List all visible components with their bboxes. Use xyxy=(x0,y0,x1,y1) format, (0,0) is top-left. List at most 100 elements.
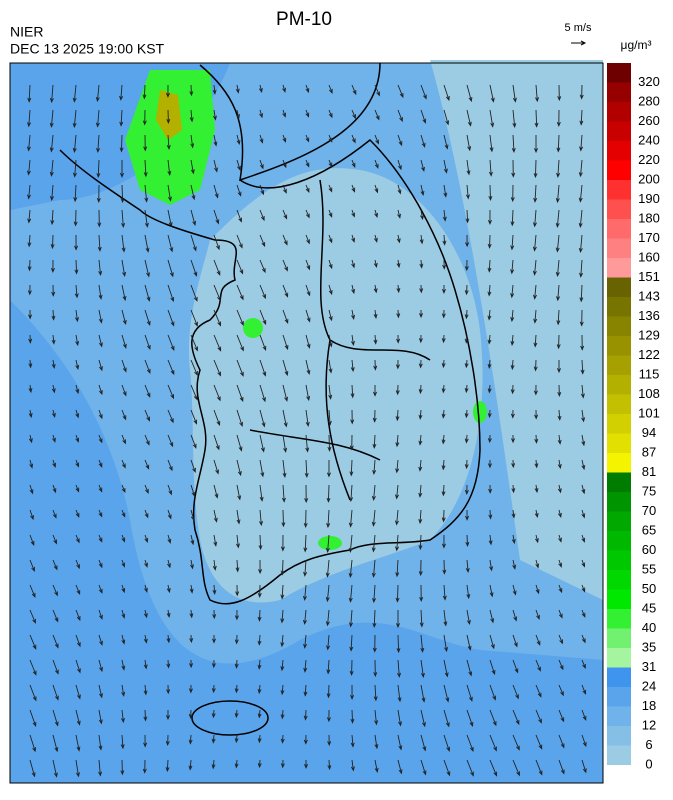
wind-arrow xyxy=(98,659,103,673)
wind-arrow xyxy=(28,434,33,444)
wind-arrow xyxy=(121,584,126,594)
wind-arrow xyxy=(121,409,127,421)
wind-arrow xyxy=(259,359,267,377)
wind-arrow xyxy=(29,534,35,547)
wind-arrow xyxy=(121,534,126,543)
wind-arrow xyxy=(581,734,587,748)
wind-arrow xyxy=(557,384,562,398)
wind-arrow xyxy=(236,384,244,403)
wind-arrow xyxy=(119,84,124,101)
wind-arrow xyxy=(511,434,515,444)
wind-arrow xyxy=(52,584,58,597)
wind-arrow xyxy=(466,609,471,626)
wind-arrow xyxy=(121,509,126,518)
map xyxy=(9,60,604,784)
wind-arrow xyxy=(326,634,331,651)
wind-scale-label: 5 m/s xyxy=(565,22,592,34)
wind-arrow xyxy=(351,209,356,218)
wind-arrow xyxy=(167,259,174,278)
wind-arrow xyxy=(327,434,332,452)
colorbar-label: 40 xyxy=(642,620,656,635)
wind-arrow xyxy=(52,759,58,778)
wind-arrow xyxy=(259,284,266,300)
wind-arrow xyxy=(97,209,102,228)
wind-arrow xyxy=(532,259,537,276)
wind-arrow xyxy=(167,209,173,228)
wind-arrow xyxy=(349,634,354,652)
colorbar-segment xyxy=(607,550,631,570)
colorbar-label: 18 xyxy=(642,698,656,713)
wind-arrow xyxy=(236,509,241,525)
wind-arrow xyxy=(236,484,242,501)
wind-arrow xyxy=(98,459,103,468)
colorbar-segment xyxy=(607,648,631,668)
wind-arrow xyxy=(143,134,148,152)
wind-arrow xyxy=(166,134,171,151)
wind-arrow xyxy=(419,309,423,319)
wind-arrow xyxy=(371,559,376,578)
wind-arrow xyxy=(29,509,34,521)
colorbar-label: 143 xyxy=(638,288,660,303)
colorbar-label: 24 xyxy=(642,678,656,693)
wind-arrow xyxy=(328,234,333,244)
wind-arrow xyxy=(328,384,333,400)
colorbar-label: 151 xyxy=(638,269,660,284)
wind-arrow xyxy=(144,259,150,278)
wind-arrow xyxy=(579,109,584,126)
wind-arrow xyxy=(75,634,81,648)
wind-arrow xyxy=(52,709,59,727)
wind-arrow xyxy=(534,109,539,128)
wind-arrow xyxy=(213,359,221,377)
wind-arrow xyxy=(510,334,515,347)
wind-arrow xyxy=(235,559,240,573)
wind-arrow xyxy=(259,334,267,351)
wind-arrow xyxy=(535,659,541,672)
wind-arrow xyxy=(143,609,148,619)
wind-arrow xyxy=(558,759,565,775)
wind-arrow xyxy=(489,134,494,153)
wind-arrow xyxy=(98,759,103,777)
wind-arrow xyxy=(418,459,423,472)
colorbar-segment xyxy=(607,141,631,161)
wind-arrow xyxy=(211,734,216,744)
wind-arrow xyxy=(396,634,401,654)
wind-arrow xyxy=(420,109,427,124)
wind-arrow xyxy=(121,334,127,349)
wind-arrow xyxy=(190,409,198,425)
wind-arrow xyxy=(75,409,80,419)
wind-arrow xyxy=(74,284,79,299)
wind-arrow xyxy=(211,709,216,719)
wind-arrow xyxy=(534,509,539,519)
wind-arrow xyxy=(305,359,311,376)
wind-arrow xyxy=(397,734,403,751)
wind-arrow xyxy=(326,459,331,478)
wind-arrow xyxy=(581,459,586,471)
colorbar-label: 129 xyxy=(638,327,660,342)
wind-arrow xyxy=(280,759,285,769)
wind-arrow xyxy=(420,84,427,100)
wind-arrow xyxy=(213,434,220,451)
wind-arrow xyxy=(27,109,32,128)
wind-arrow xyxy=(443,659,449,678)
wind-arrow xyxy=(441,409,446,419)
wind-arrow xyxy=(512,109,517,129)
colorbar-segment xyxy=(607,277,631,297)
wind-arrow xyxy=(144,384,151,398)
wind-arrow xyxy=(535,609,540,620)
wind-arrow xyxy=(441,359,446,369)
wind-arrow xyxy=(303,509,308,528)
wind-arrow xyxy=(443,634,448,653)
wind-arrow xyxy=(119,134,124,153)
source: NIER xyxy=(10,24,43,40)
colorbar-segment xyxy=(607,336,631,356)
wind-arrow xyxy=(165,759,170,773)
wind-arrow xyxy=(512,634,518,648)
wind-arrow xyxy=(466,134,472,152)
colorbar-segment xyxy=(607,375,631,395)
wind-arrow xyxy=(236,459,242,477)
wind-arrow xyxy=(487,459,492,469)
wind-arrow xyxy=(98,509,103,518)
wind-arrow xyxy=(50,209,55,226)
wind-arrow xyxy=(259,509,263,527)
wind-arrow xyxy=(465,534,470,547)
